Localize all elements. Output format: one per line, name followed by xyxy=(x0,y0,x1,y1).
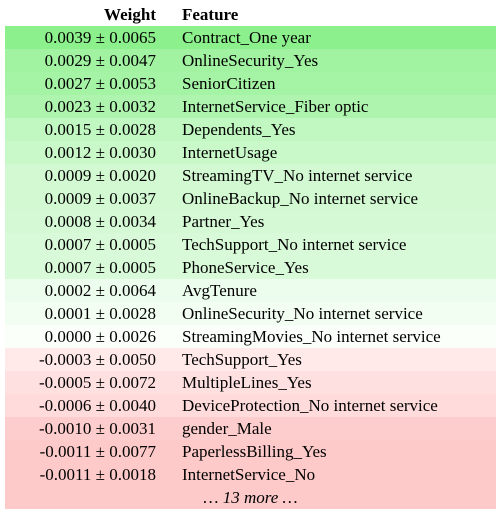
feature-cell: AvgTenure xyxy=(182,280,257,300)
more-rows-label: … 13 more … xyxy=(203,487,298,507)
weight-cell: -0.0011 ± 0.0077 xyxy=(39,441,156,461)
weight-cell: 0.0007 ± 0.0005 xyxy=(44,234,156,254)
feature-cell: InternetService_No xyxy=(182,464,316,484)
weight-cell: 0.0029 ± 0.0047 xyxy=(44,50,156,70)
weight-column-header: Weight xyxy=(5,4,180,26)
feature-cell: OnlineSecurity_No internet service xyxy=(182,303,423,323)
header-row: Weight Feature xyxy=(5,4,496,26)
feature-cell: MultipleLines_Yes xyxy=(182,372,312,392)
weight-cell: 0.0009 ± 0.0037 xyxy=(44,188,156,208)
table-row: 0.0039 ± 0.0065 Contract_One year xyxy=(5,26,496,49)
feature-cell: gender_Male xyxy=(182,418,272,438)
weight-cell: -0.0003 ± 0.0050 xyxy=(39,349,156,369)
weight-cell: 0.0007 ± 0.0005 xyxy=(44,257,156,277)
weight-cell: -0.0005 ± 0.0072 xyxy=(39,372,156,392)
feature-cell: Contract_One year xyxy=(182,27,311,47)
feature-weights-table: Weight Feature 0.0039 ± 0.0065 Contract_O… xyxy=(5,4,496,509)
weight-cell: 0.0002 ± 0.0064 xyxy=(44,280,156,300)
table-row: 0.0008 ± 0.0034 Partner_Yes xyxy=(5,210,496,233)
table-row: -0.0011 ± 0.0077 PaperlessBilling_Yes xyxy=(5,440,496,463)
table-row: -0.0006 ± 0.0040 DeviceProtection_No inte… xyxy=(5,394,496,417)
weight-cell: -0.0010 ± 0.0031 xyxy=(39,418,156,438)
feature-cell: Dependents_Yes xyxy=(182,119,296,139)
feature-cell: PhoneService_Yes xyxy=(182,257,309,277)
feature-cell: PaperlessBilling_Yes xyxy=(182,441,327,461)
weight-cell: 0.0008 ± 0.0034 xyxy=(44,211,156,231)
table-row: -0.0005 ± 0.0072 MultipleLines_Yes xyxy=(5,371,496,394)
table-body: 0.0039 ± 0.0065 Contract_One year 0.0029 ±… xyxy=(5,26,496,509)
weight-cell: 0.0009 ± 0.0020 xyxy=(44,165,156,185)
feature-cell: StreamingTV_No internet service xyxy=(182,165,413,185)
feature-cell: SeniorCitizen xyxy=(182,73,276,93)
weight-cell: 0.0001 ± 0.0028 xyxy=(44,303,156,323)
table-row: -0.0003 ± 0.0050 TechSupport_Yes xyxy=(5,348,496,371)
table-row: 0.0000 ± 0.0026 StreamingMovies_No intern… xyxy=(5,325,496,348)
feature-cell: TechSupport_Yes xyxy=(182,349,302,369)
more-rows-row: … 13 more … xyxy=(5,486,496,509)
weight-cell: 0.0039 ± 0.0065 xyxy=(44,27,156,47)
feature-weights-table-container: Weight Feature 0.0039 ± 0.0065 Contract_O… xyxy=(5,4,496,509)
feature-cell: StreamingMovies_No internet service xyxy=(182,326,441,346)
table-row: 0.0007 ± 0.0005 PhoneService_Yes xyxy=(5,256,496,279)
feature-cell: TechSupport_No internet service xyxy=(182,234,407,254)
feature-cell: OnlineBackup_No internet service xyxy=(182,188,419,208)
table-row: -0.0010 ± 0.0031 gender_Male xyxy=(5,417,496,440)
feature-cell: InternetService_Fiber optic xyxy=(182,96,369,116)
weight-cell: 0.0023 ± 0.0032 xyxy=(44,96,156,116)
table-row: 0.0029 ± 0.0047 OnlineSecurity_Yes xyxy=(5,49,496,72)
table-row: 0.0023 ± 0.0032 InternetService_Fiber opt… xyxy=(5,95,496,118)
table-row: 0.0002 ± 0.0064 AvgTenure xyxy=(5,279,496,302)
feature-cell: Partner_Yes xyxy=(182,211,265,231)
feature-cell: OnlineSecurity_Yes xyxy=(182,50,319,70)
table-row: 0.0009 ± 0.0037 OnlineBackup_No internet … xyxy=(5,187,496,210)
weight-cell: -0.0006 ± 0.0040 xyxy=(39,395,156,415)
table-row: 0.0015 ± 0.0028 Dependents_Yes xyxy=(5,118,496,141)
weight-cell: -0.0011 ± 0.0018 xyxy=(39,464,156,484)
table-row: 0.0009 ± 0.0020 StreamingTV_No internet s… xyxy=(5,164,496,187)
weight-cell: 0.0015 ± 0.0028 xyxy=(44,119,156,139)
table-row: 0.0007 ± 0.0005 TechSupport_No internet s… xyxy=(5,233,496,256)
feature-cell: InternetUsage xyxy=(182,142,278,162)
weight-cell: 0.0027 ± 0.0053 xyxy=(44,73,156,93)
table-row: -0.0011 ± 0.0018 InternetService_No xyxy=(5,463,496,486)
table-row: 0.0027 ± 0.0053 SeniorCitizen xyxy=(5,72,496,95)
feature-column-header: Feature xyxy=(180,4,496,26)
table-row: 0.0001 ± 0.0028 OnlineSecurity_No interne… xyxy=(5,302,496,325)
table-row: 0.0012 ± 0.0030 InternetUsage xyxy=(5,141,496,164)
weight-cell: 0.0012 ± 0.0030 xyxy=(44,142,156,162)
weight-cell: 0.0000 ± 0.0026 xyxy=(44,326,156,346)
feature-cell: DeviceProtection_No internet service xyxy=(182,395,438,415)
